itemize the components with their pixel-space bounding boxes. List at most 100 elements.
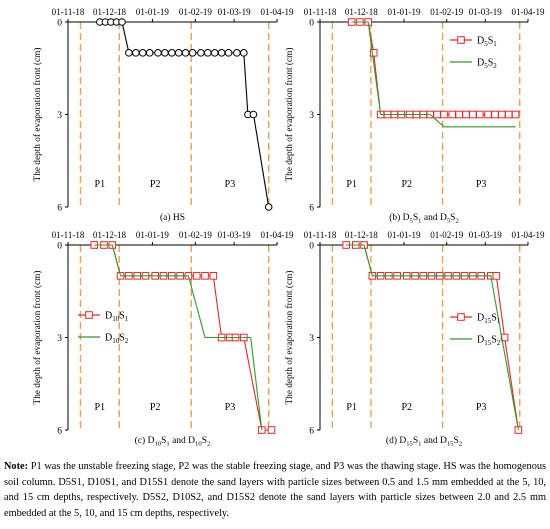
stage-label: P2: [150, 179, 161, 190]
x-tick-label: 01-04-19: [512, 230, 545, 240]
legend-label: D15S1: [477, 313, 501, 326]
x-tick-label: 01-11-18: [52, 7, 85, 17]
data-point: [224, 49, 233, 57]
stage-label: P1: [346, 402, 357, 413]
chart-panel-1: P1 P2 P3 01-11-18 01-12-18 01-01-19 01-02-19 01…: [32, 7, 294, 223]
y-axis-title: The depth of evaporation front (cm): [32, 271, 43, 405]
data-point: [440, 110, 448, 119]
y-tick-label: 0: [309, 242, 314, 252]
series-line: [94, 244, 263, 431]
x-tick-label: 01-12-18: [93, 230, 126, 240]
legend-label: D10S2: [105, 333, 129, 346]
data-point: [188, 49, 197, 57]
data-point: [145, 49, 154, 57]
series-line: [351, 21, 516, 128]
x-tick-label: 01-02-19: [430, 230, 463, 240]
stage-label: P2: [402, 402, 413, 413]
panel-caption: (d) D15S1 and D15S2: [386, 435, 462, 447]
data-point: [369, 49, 378, 57]
data-point: [511, 110, 520, 119]
legend-label: D5S2: [477, 58, 497, 71]
legend-label: D10S1: [105, 311, 129, 324]
chart-panel-3: P1 P2 P3 01-11-18 01-12-18 01-01-19 01-02-19 01…: [32, 230, 294, 447]
data-point: [433, 110, 441, 119]
data-point: [181, 49, 190, 57]
stage-label: P1: [95, 402, 106, 413]
data-point: [161, 49, 169, 57]
x-tick-label: 01-01-19: [388, 7, 421, 17]
legend-label: D15S2: [477, 335, 501, 348]
stage-label: P3: [476, 402, 487, 413]
data-point: [203, 49, 212, 57]
series-line: [346, 244, 519, 431]
x-tick-label: 01-11-18: [52, 230, 85, 240]
data-point: [154, 49, 162, 57]
y-tick-label: 0: [309, 19, 314, 29]
y-tick-label: 3: [57, 111, 62, 121]
x-tick-label: 01-04-19: [512, 7, 545, 17]
panel-caption: (b) D5S1 and D5S2: [389, 212, 459, 224]
x-tick-label: 01-12-18: [93, 7, 126, 17]
y-tick-label: 6: [309, 427, 314, 437]
data-point: [492, 272, 501, 280]
data-point: [168, 49, 176, 57]
data-point: [132, 49, 140, 57]
data-point: [174, 49, 183, 57]
stage-label: P3: [225, 179, 236, 190]
stage-label: P2: [150, 402, 161, 413]
x-tick-label: 01-02-19: [179, 7, 212, 17]
x-tick-label: 01-03-19: [218, 230, 251, 240]
x-tick-label: 01-02-19: [430, 7, 463, 17]
data-point: [484, 110, 492, 119]
y-axis-title: The depth of evaporation front (cm): [284, 48, 295, 182]
data-point: [217, 49, 226, 57]
x-tick-label: 01-12-18: [345, 7, 378, 17]
x-tick-label: 01-03-19: [218, 7, 251, 17]
data-point: [239, 49, 248, 57]
data-point: [201, 272, 209, 280]
stage-label: P3: [225, 402, 236, 413]
data-point: [462, 110, 470, 119]
x-tick-label: 01-11-18: [304, 230, 337, 240]
figure-note: Note: P1 was the unstable freezing stage…: [4, 459, 546, 521]
y-tick-label: 3: [309, 334, 314, 344]
legend-label: D5S1: [477, 36, 497, 49]
data-point: [118, 18, 126, 26]
stage-label: P3: [476, 179, 487, 190]
stage-label: P1: [95, 179, 106, 190]
data-point: [138, 49, 147, 57]
x-tick-label: 01-02-19: [179, 230, 212, 240]
data-point: [498, 110, 506, 119]
data-point: [125, 49, 133, 57]
panel-caption: (a) HS: [160, 212, 185, 223]
chart-panel-2: P1 P2 P3 01-11-18 01-12-18 01-01-19 01-02-19 01…: [284, 7, 545, 224]
legend-marker: [457, 36, 465, 44]
x-tick-label: 01-12-18: [345, 230, 378, 240]
y-tick-label: 0: [57, 19, 62, 29]
x-tick-label: 01-03-19: [469, 7, 502, 17]
data-point: [197, 49, 205, 57]
y-axis-title: The depth of evaporation front (cm): [32, 48, 43, 182]
note-text: P1 was the unstable freezing stage, P2 w…: [4, 461, 546, 519]
x-tick-label: 01-01-19: [136, 7, 169, 17]
data-point: [233, 49, 241, 57]
y-tick-label: 3: [57, 334, 62, 344]
x-tick-label: 01-01-19: [388, 230, 421, 240]
y-tick-label: 6: [57, 427, 62, 437]
legend-marker: [85, 311, 93, 319]
data-point: [455, 110, 463, 119]
data-point: [192, 272, 201, 280]
x-tick-label: 01-03-19: [469, 230, 502, 240]
y-tick-label: 6: [309, 204, 314, 214]
data-point: [448, 110, 457, 119]
y-tick-label: 0: [57, 242, 62, 252]
data-point: [267, 426, 276, 434]
data-point: [249, 110, 258, 119]
legend-marker: [457, 313, 465, 321]
data-point: [469, 110, 477, 119]
data-point: [491, 110, 499, 119]
note-lead: Note:: [4, 461, 29, 472]
data-point: [209, 272, 218, 280]
chart-panel-4: P1 P2 P3 01-11-18 01-12-18 01-01-19 01-02-19 01…: [284, 230, 545, 447]
data-point: [504, 110, 513, 119]
